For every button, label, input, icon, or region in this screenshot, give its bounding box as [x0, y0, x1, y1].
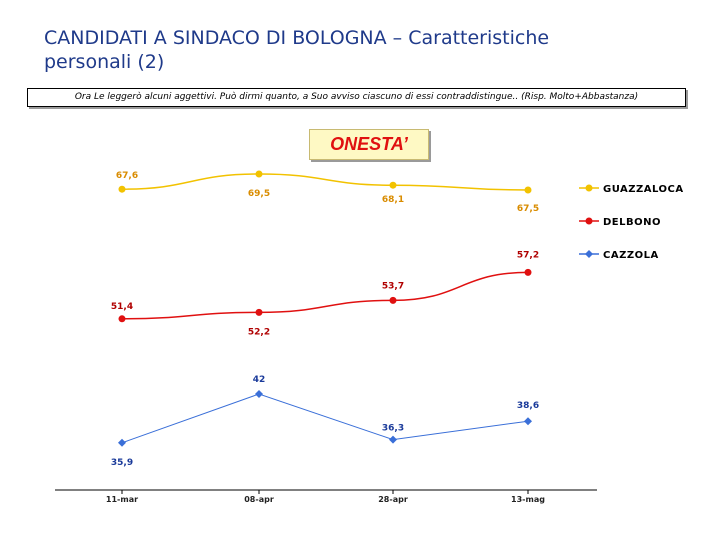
data-label-cazzola: 38,6 [517, 401, 539, 411]
data-label-guazzaloca: 69,5 [248, 189, 270, 199]
series-line-cazzola [121, 393, 529, 444]
question-box: Ora Le leggerò alcuni aggettivi. Può dir… [27, 88, 686, 107]
x-tick-label: 13-mag [511, 495, 545, 504]
series-line-delbono [121, 271, 529, 320]
data-point-guazzaloca [524, 186, 532, 194]
title-line-1: CANDIDATI A SINDACO DI BOLOGNA – Caratte… [44, 27, 550, 49]
series-line-guazzaloca [121, 173, 529, 191]
data-label-delbono: 57,2 [517, 250, 539, 260]
chart-subject-label: ONESTA’ [309, 129, 429, 160]
x-tick-label: 08-apr [244, 495, 274, 504]
data-label-delbono: 52,2 [248, 327, 270, 337]
data-point-guazzaloca [118, 185, 126, 193]
data-label-cazzola: 42 [253, 375, 266, 385]
data-point-delbono [524, 268, 532, 276]
data-label-cazzola: 35,9 [111, 458, 133, 468]
data-label-guazzaloca: 67,5 [517, 204, 539, 214]
data-label-guazzaloca: 67,6 [116, 171, 138, 181]
data-point-delbono [389, 296, 397, 304]
data-label-cazzola: 36,3 [382, 424, 404, 434]
data-point-cazzola [524, 417, 532, 426]
x-tick-label: 28-apr [378, 495, 408, 504]
title-line-2: personali (2) [44, 51, 165, 73]
legend-label-delbono: DELBONO [603, 217, 661, 228]
legend-label-cazzola: CAZZOLA [603, 250, 659, 261]
data-point-delbono [255, 308, 263, 316]
x-tick-label: 11-mar [106, 495, 138, 504]
data-label-guazzaloca: 68,1 [382, 195, 404, 205]
data-point-cazzola [118, 438, 126, 447]
legend-marker-delbono [585, 217, 593, 225]
data-point-guazzaloca [389, 181, 397, 189]
data-point-guazzaloca [255, 170, 263, 178]
page-title: CANDIDATI A SINDACO DI BOLOGNA – Caratte… [44, 26, 684, 74]
legend-marker-cazzola [585, 250, 593, 258]
data-point-delbono [118, 315, 126, 323]
data-point-cazzola [255, 390, 263, 398]
data-label-delbono: 51,4 [111, 302, 133, 312]
legend-label-guazzaloca: GUAZZALOCA [603, 184, 684, 195]
data-point-cazzola [389, 435, 397, 444]
legend-marker-guazzaloca [585, 184, 593, 192]
data-label-delbono: 53,7 [382, 281, 404, 291]
